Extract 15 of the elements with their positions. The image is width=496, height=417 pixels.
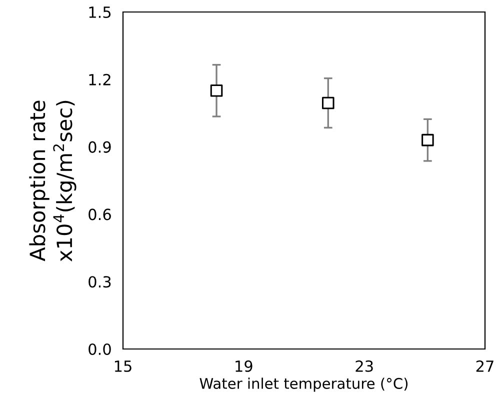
- x-tick-label: 19: [236, 360, 252, 372]
- point: [210, 84, 223, 97]
- y-tick-label: 0.3: [88, 276, 111, 288]
- y-tick-label: 0.6: [88, 208, 111, 220]
- y-tick-label: 1.2: [89, 74, 110, 86]
- x-tick-label: 27: [476, 360, 494, 372]
- y-axis-title: Absorption rate x10$^{4}$(kg/m$^{2}$sec): [29, 100, 76, 262]
- y-tick-label: 0.0: [88, 343, 111, 356]
- y-tick-label: 1.5: [89, 6, 111, 18]
- x-tick-label: 15: [114, 360, 132, 372]
- y-tick-label: 0.9: [88, 141, 111, 153]
- x-axis-title: Water inlet temperature (°C): [200, 378, 408, 392]
- x-tick-label: 23: [356, 360, 373, 372]
- point: [322, 96, 334, 110]
- point: [422, 134, 434, 146]
